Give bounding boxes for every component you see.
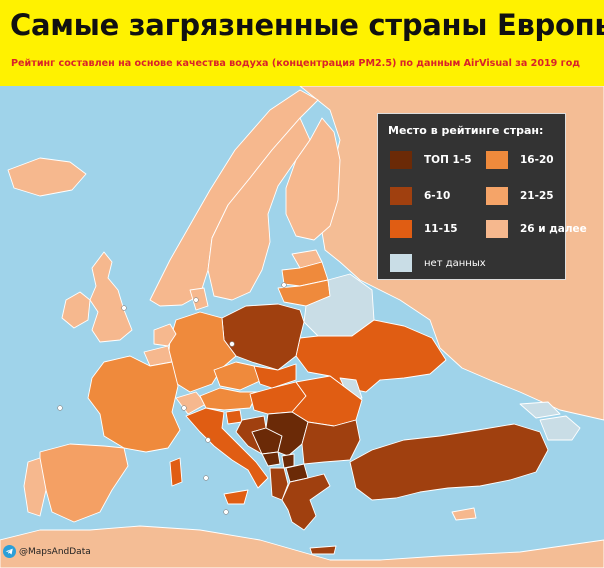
city-dot bbox=[205, 437, 211, 443]
city-dot bbox=[281, 282, 287, 288]
country-turkey bbox=[349, 423, 549, 501]
map-title: Самые загрязненные страны Европы bbox=[10, 8, 604, 42]
header: Самые загрязненные страны Европы Рейтинг… bbox=[0, 0, 604, 86]
country-cyprus bbox=[451, 507, 477, 521]
country-albania bbox=[269, 467, 289, 501]
telegram-icon bbox=[3, 545, 16, 558]
country-sicily bbox=[223, 489, 249, 505]
legend-item-16-20: 16-20 bbox=[486, 151, 554, 169]
country-crete bbox=[309, 545, 337, 555]
country-portugal bbox=[23, 457, 47, 517]
credit-text: @MapsAndData bbox=[19, 546, 91, 557]
country-iceland bbox=[7, 157, 87, 197]
country-belarus bbox=[303, 273, 375, 337]
legend-swatch bbox=[486, 220, 508, 238]
legend-label: 26 и далее bbox=[520, 223, 587, 235]
legend-item-21-25: 21-25 bbox=[486, 187, 554, 205]
legend-label: 16-20 bbox=[520, 154, 554, 166]
city-dot bbox=[193, 297, 199, 303]
legend-item-11-15: 11-15 bbox=[390, 220, 458, 238]
country-denmark bbox=[189, 287, 209, 311]
legend-item-top1-5: ТОП 1-5 bbox=[390, 151, 472, 169]
legend-swatch bbox=[390, 151, 412, 169]
legend-swatch bbox=[390, 220, 412, 238]
country-italy bbox=[185, 407, 269, 489]
legend-label: ТОП 1-5 bbox=[424, 154, 472, 166]
legend-label: 21-25 bbox=[520, 190, 554, 202]
city-dot bbox=[203, 475, 209, 481]
country-slovenia bbox=[225, 409, 243, 425]
legend-label: 11-15 bbox=[424, 223, 458, 235]
country-armenia-azerbaijan bbox=[539, 415, 581, 441]
city-dot bbox=[121, 305, 127, 311]
legend: Место в рейтинге стран: ТОП 1-5 16-20 6-… bbox=[377, 113, 587, 280]
legend-label: нет данных bbox=[424, 257, 486, 269]
map-subtitle: Рейтинг составлен на основе качества вод… bbox=[11, 58, 581, 69]
legend-swatch bbox=[486, 151, 508, 169]
country-georgia bbox=[519, 401, 561, 419]
country-ireland bbox=[61, 291, 91, 329]
legend-title: Место в рейтинге стран: bbox=[388, 124, 544, 137]
city-dot bbox=[57, 405, 63, 411]
country-montenegro bbox=[261, 451, 281, 467]
legend-swatch bbox=[486, 187, 508, 205]
country-sweden bbox=[207, 117, 311, 301]
legend-item-6-10: 6-10 bbox=[390, 187, 450, 205]
north-africa bbox=[0, 525, 604, 568]
legend-swatch bbox=[390, 187, 412, 205]
country-france bbox=[87, 355, 181, 453]
city-dot bbox=[181, 405, 187, 411]
country-finland bbox=[285, 117, 341, 241]
country-kosovo bbox=[281, 453, 295, 469]
city-dot bbox=[229, 341, 235, 347]
country-uk bbox=[89, 251, 133, 343]
country-netherlands bbox=[153, 323, 177, 347]
legend-item-no-data: нет данных bbox=[390, 254, 486, 272]
footer-credit: @MapsAndData bbox=[3, 545, 91, 558]
city-dot bbox=[223, 509, 229, 515]
country-greece bbox=[281, 473, 331, 531]
legend-label: 6-10 bbox=[424, 190, 451, 202]
country-ukraine bbox=[295, 319, 447, 393]
country-sardinia bbox=[169, 457, 183, 487]
country-bulgaria bbox=[301, 419, 361, 465]
legend-swatch bbox=[390, 254, 412, 272]
country-slovakia bbox=[253, 363, 297, 389]
legend-item-26-plus: 26 и далее bbox=[486, 220, 587, 238]
